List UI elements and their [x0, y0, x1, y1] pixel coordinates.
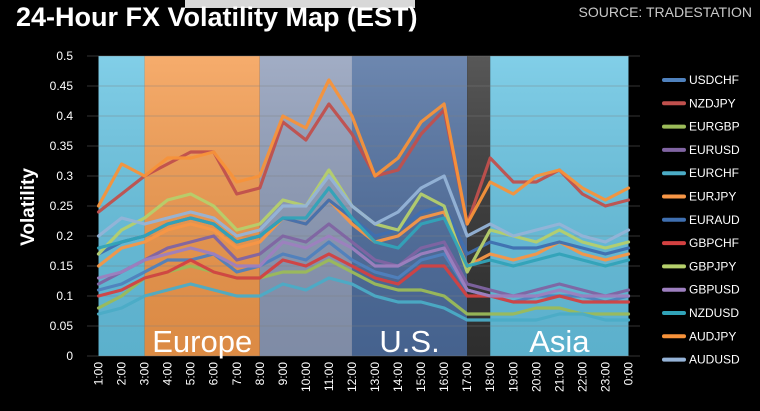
y-tick-label: 0.35: [50, 139, 74, 153]
legend: USDCHF NZDJPY EURGBP EURUSD EURCHF EURJPY EURA…: [662, 73, 740, 367]
y-tick-label: 0.4: [56, 109, 73, 123]
session-label: U.S.: [379, 324, 439, 359]
legend-label-gbpjpy: GBPJPY: [689, 259, 736, 273]
y-tick-label: 0.5: [56, 49, 73, 63]
x-tick-label: 17:00: [460, 362, 474, 392]
series-line-audusd: [96, 174, 631, 244]
legend-label-gbpchf: GBPCHF: [689, 236, 739, 250]
session-label: Asia: [529, 324, 590, 359]
y-axis-label: Volatility: [18, 168, 39, 246]
x-tick-label: 19:00: [506, 362, 520, 392]
x-tick-label: 18:00: [483, 362, 497, 392]
x-tick-label: 16:00: [437, 362, 451, 392]
x-tick-label: 12:00: [345, 362, 359, 392]
series-line-eurchf: [96, 276, 631, 322]
x-tick-label: 14:00: [391, 362, 405, 392]
chart-title: 24-Hour FX Volatility Map (EST): [16, 2, 418, 32]
x-tick-label: 22:00: [575, 362, 589, 392]
y-tick-label: 0.45: [50, 79, 74, 93]
x-tick-label: 20:00: [529, 362, 543, 392]
series-line-gbpusd: [96, 234, 631, 298]
x-tick-label: 23:00: [598, 362, 612, 392]
legend-label-eurgbp: EURGBP: [689, 120, 740, 134]
y-tick-label: 0.25: [50, 199, 74, 213]
x-tick-label: 8:00: [253, 362, 267, 386]
legend-label-nzdusd: NZDUSD: [689, 306, 739, 320]
y-tick-label: 0.1: [56, 289, 73, 303]
legend-label-gbpusd: GBPUSD: [689, 283, 740, 297]
session-labels: Europe U.S. Asia: [152, 324, 590, 359]
series-line-nzdjpy: [96, 102, 631, 226]
legend-label-audusd: AUDUSD: [689, 353, 740, 367]
session-label: Europe: [152, 324, 252, 359]
series-line-eurgbp: [96, 258, 631, 316]
top-decorative-bar: [185, 0, 415, 8]
x-tick-label: 7:00: [230, 362, 244, 386]
y-tick-label: 0: [66, 349, 73, 363]
series-line-nzdusd: [96, 186, 631, 268]
x-tick-label: 9:00: [276, 362, 290, 386]
legend-label-eurusd: EURUSD: [689, 143, 740, 157]
x-tick-label: 13:00: [368, 362, 382, 392]
legend-label-eurjpy: EURJPY: [689, 190, 736, 204]
y-tick-labels: 0 0.05 0.1 0.15 0.2 0.25 0.3 0.35 0.4 0.45 0.5: [50, 49, 74, 363]
x-tick-label: 0:00: [621, 362, 635, 386]
x-tick-label: 15:00: [414, 362, 428, 392]
legend-label-audjpy: AUDJPY: [689, 329, 736, 343]
legend-label-eurchf: EURCHF: [689, 166, 739, 180]
series-line-audjpy: [96, 78, 631, 226]
legend-label-nzdjpy: NZDJPY: [689, 96, 736, 110]
x-tick-label: 5:00: [184, 362, 198, 386]
x-tick-label: 6:00: [207, 362, 221, 386]
series-line-eurusd: [96, 222, 631, 298]
legend-label-euraud: EURAUD: [689, 213, 740, 227]
x-tick-label: 11:00: [322, 362, 336, 391]
source-credit: SOURCE: TRADESTATION: [578, 4, 752, 20]
x-tick-label: 10:00: [299, 362, 313, 392]
x-tick-label: 4:00: [161, 362, 175, 386]
series-lines: [96, 78, 631, 322]
y-tick-label: 0.2: [56, 229, 73, 243]
x-tick-label: 21:00: [552, 362, 566, 392]
x-tick-label: 3:00: [138, 362, 152, 386]
y-tick-label: 0.15: [50, 259, 74, 273]
legend-label-usdchf: USDCHF: [689, 73, 739, 87]
x-tick-label: 2:00: [115, 362, 129, 386]
series-line-gbpchf: [96, 252, 631, 304]
x-tick-labels: 1:00 2:00 3:00 4:00 5:00 6:00 7:00 8:00 9:00 10:0…: [92, 362, 636, 392]
y-tick-label: 0.3: [56, 169, 73, 183]
x-tick-label: 1:00: [92, 362, 106, 386]
y-tick-label: 0.05: [50, 319, 74, 333]
series-line-eurjpy: [96, 198, 631, 268]
